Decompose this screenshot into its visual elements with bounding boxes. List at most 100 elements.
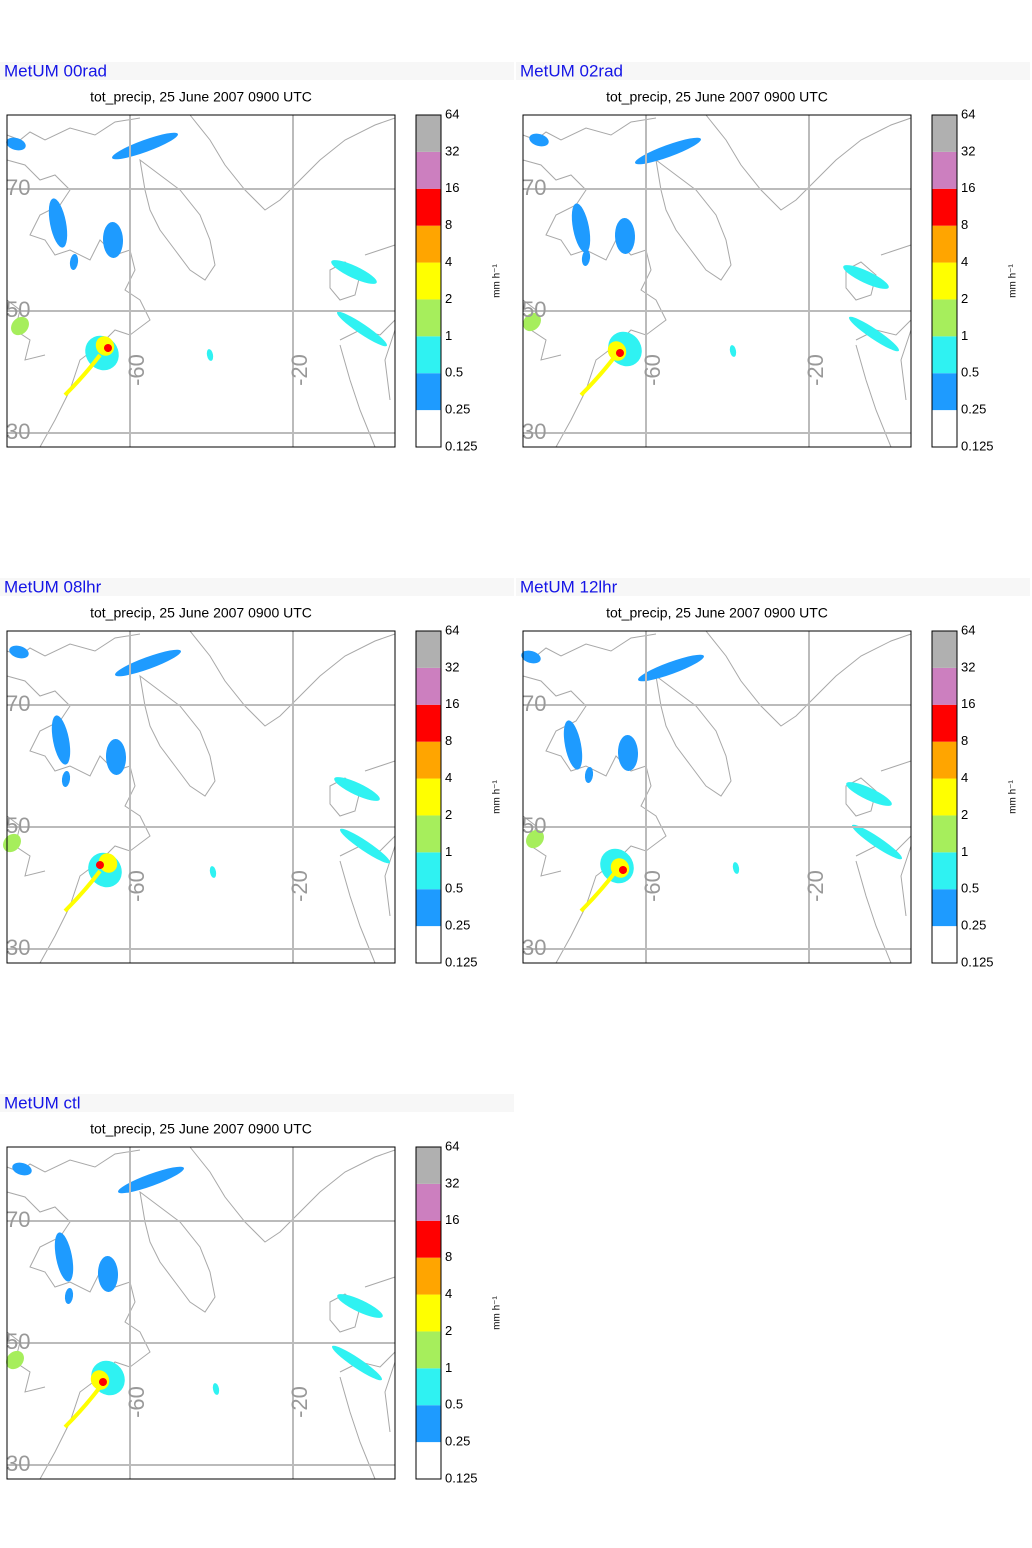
title-band: [0, 62, 514, 80]
precip-area: [729, 345, 737, 357]
colorbar-label: 0.125: [445, 954, 478, 969]
precip-area: [12, 1162, 32, 1176]
title-band: [516, 578, 1030, 596]
colorbar-label: 8: [445, 1249, 452, 1264]
precip-area: [48, 198, 68, 248]
lat-label: 70: [6, 1207, 30, 1232]
colorbar-label: 4: [445, 770, 452, 785]
colorbar-segment: [932, 115, 957, 152]
colorbar-unit: mm h⁻¹: [492, 264, 503, 298]
colorbar-label: 1: [445, 1360, 452, 1375]
precip-area: [209, 866, 217, 878]
colorbar-segment: [416, 704, 441, 742]
coastline: [189, 630, 396, 727]
colorbar-label: 0.25: [445, 918, 470, 933]
map-background: [7, 631, 395, 963]
colorbar-segment: [932, 815, 957, 853]
lat-label: 50: [6, 1329, 30, 1354]
colorbar-segment: [416, 1257, 441, 1295]
colorbar-segment: [932, 336, 957, 374]
colorbar-label: 64: [445, 106, 459, 121]
lat-label: 30: [6, 1451, 30, 1476]
colorbar-label: 0.25: [961, 402, 986, 417]
panel-subtitle: tot_precip, 25 June 2007 0900 UTC: [90, 89, 312, 105]
colorbar-label: 0.125: [445, 1470, 478, 1485]
lon-label: -20: [287, 1386, 312, 1418]
lat-label: 70: [522, 691, 546, 716]
colorbar-segment: [416, 778, 441, 816]
lat-label: 30: [522, 935, 546, 960]
coastline: [845, 777, 877, 817]
colorbar-label: 4: [961, 254, 968, 269]
precip-area: [848, 316, 900, 352]
precip-area: [337, 1294, 383, 1318]
colorbar-segment: [416, 815, 441, 853]
precip-area: [104, 344, 112, 352]
coastline: [364, 1276, 396, 1288]
colorbar-label: 64: [445, 622, 459, 637]
precip-area: [529, 133, 549, 147]
precip-area: [3, 833, 21, 853]
coastline: [705, 114, 912, 211]
lat-label: 50: [6, 297, 30, 322]
colorbar-segment: [932, 889, 957, 927]
precip-band: [63, 869, 102, 913]
precip-area: [617, 735, 639, 771]
colorbar-label: 1: [445, 328, 452, 343]
colorbar-segment: [932, 852, 957, 890]
coastline: [6, 299, 46, 361]
panel-subtitle: tot_precip, 25 June 2007 0900 UTC: [606, 89, 828, 105]
panel-title: MetUM 08lhr: [4, 577, 102, 596]
colorbar-label: 32: [445, 1175, 459, 1190]
lon-label: -60: [124, 1386, 149, 1418]
precip-area: [9, 645, 29, 659]
coastline: [339, 1351, 396, 1480]
colorbar-label: 0.5: [445, 1397, 463, 1412]
precip-band: [63, 1385, 102, 1429]
colorbar-segment: [416, 1183, 441, 1221]
lon-label: -20: [803, 354, 828, 386]
colorbar-segment: [416, 262, 441, 300]
colorbar-label: 16: [961, 180, 975, 195]
lat-label: 50: [522, 297, 546, 322]
lon-label: -60: [640, 354, 665, 386]
colorbar-segment: [416, 667, 441, 705]
lon-label: -60: [124, 870, 149, 902]
colorbar-segment: [416, 889, 441, 927]
precip-area: [6, 137, 26, 151]
colorbar-label: 32: [445, 659, 459, 674]
precip-area: [732, 862, 740, 874]
precip-area: [614, 218, 636, 254]
colorbar-label: 8: [445, 217, 452, 232]
coastline: [364, 760, 396, 772]
colorbar-label: 0.125: [961, 438, 994, 453]
map-panel: MetUM 12lhr tot_precip, 25 June 2007 0900…: [516, 577, 1030, 969]
colorbar-frame: [415, 114, 442, 448]
precip-area: [339, 828, 391, 864]
colorbar-segment: [932, 741, 957, 779]
precip-area: [6, 1350, 24, 1370]
map-frame: [522, 630, 912, 964]
colorbar-segment: [416, 410, 441, 447]
colorbar-segment: [416, 1147, 441, 1184]
map-panel: MetUM 08lhr tot_precip, 25 June 2007 0900…: [0, 577, 514, 969]
colorbar-frame: [931, 630, 958, 964]
colorbar-label: 0.5: [961, 881, 979, 896]
precip-area: [331, 1345, 383, 1381]
colorbar-label: 16: [961, 696, 975, 711]
colorbar-segment: [416, 1331, 441, 1369]
colorbar-segment: [416, 1405, 441, 1443]
title-band: [516, 62, 1030, 80]
precip-area: [619, 866, 627, 874]
lat-label: 30: [6, 419, 30, 444]
precip-area: [521, 650, 541, 664]
title-band: [0, 578, 514, 596]
lat-label: 30: [6, 935, 30, 960]
panel-subtitle: tot_precip, 25 June 2007 0900 UTC: [90, 605, 312, 621]
colorbar-label: 8: [961, 733, 968, 748]
precip-area: [105, 739, 127, 775]
colorbar-frame: [415, 1146, 442, 1480]
colorbar-segment: [416, 631, 441, 668]
map-frame: [6, 630, 396, 964]
